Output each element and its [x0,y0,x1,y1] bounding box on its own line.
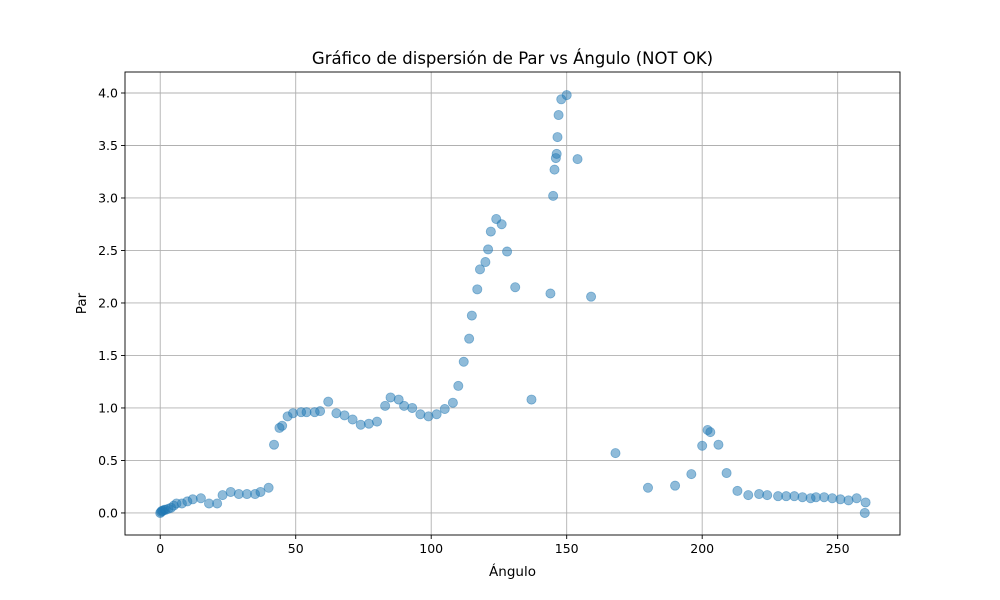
data-point [553,110,564,121]
x-tick-label: 50 [288,541,304,556]
data-point [697,440,708,451]
y-axis-label: Par [74,292,90,314]
data-point [827,493,838,504]
data-point [466,310,477,321]
data-point [572,154,583,165]
data-point [586,291,597,302]
data-point [851,493,862,504]
data-point [483,244,494,255]
data-point [610,448,621,459]
data-point [447,397,458,408]
y-tick-label: 0.5 [98,453,118,468]
data-point [480,257,491,268]
data-point [721,468,732,479]
data-point [485,226,496,237]
data-point [187,494,198,505]
data-point [225,486,236,497]
x-tick-label: 200 [690,541,714,556]
data-point [819,492,830,503]
data-point [458,356,469,367]
data-point [323,396,334,407]
data-point [288,408,299,419]
data-point [453,380,464,391]
data-point [363,418,374,429]
data-point [439,404,450,415]
data-point [743,490,754,501]
data-point [355,419,366,430]
data-point [545,288,556,299]
y-tick-label: 2.0 [98,295,118,310]
y-tick-label: 3.0 [98,190,118,205]
data-point [686,469,697,480]
x-tick-label: 150 [555,541,579,556]
x-tick-label: 0 [156,541,164,556]
data-point [835,494,846,505]
data-point [331,408,342,419]
data-point [549,164,560,175]
data-point [399,400,410,411]
y-tick-label: 0.0 [98,505,118,520]
x-tick-label: 100 [419,541,443,556]
data-point [762,490,773,501]
data-point [502,246,513,257]
data-point [789,491,800,502]
data-point [269,439,280,450]
ticks: 0 50 100 150 200 250 0.0 0.5 1.0 1.5 2.0 2.5 3.0 3.5 4… [98,85,850,556]
x-tick-label: 250 [826,541,850,556]
x-axis-label: Ángulo [489,563,536,580]
data-point [474,264,485,275]
grid [125,72,900,535]
data-point [277,420,288,431]
chart-title: Gráfico de dispersión de Par vs Ángulo (… [312,49,713,68]
data-point [860,497,871,508]
data-point [670,480,681,491]
y-tick-label: 1.0 [98,400,118,415]
data-point [843,495,854,506]
y-tick-label: 3.5 [98,138,118,153]
data-point [472,284,483,295]
data-point [315,406,326,417]
data-point [407,402,418,413]
data-point [510,282,521,293]
data-point [713,439,724,450]
data-point [372,416,383,427]
data-point [551,148,562,159]
data-point [195,493,206,504]
data-point [797,492,808,503]
data-point [464,333,475,344]
data-point [347,414,358,425]
data-point [754,489,765,500]
data-point [431,409,442,420]
data-point [642,482,653,493]
data-point [496,219,507,230]
data-points [155,90,871,518]
y-tick-label: 4.0 [98,85,118,100]
axes-frame [124,71,901,536]
data-point [339,410,350,421]
data-point [415,409,426,420]
y-tick-label: 2.5 [98,243,118,258]
data-point [263,482,274,493]
data-point [526,394,537,405]
data-point [380,400,391,411]
data-point [561,90,572,101]
data-point [548,190,559,201]
data-point [393,394,404,405]
data-point [212,498,223,509]
data-point [552,132,563,143]
data-point [255,486,266,497]
data-point [705,427,716,438]
data-point [385,392,396,403]
y-tick-label: 1.5 [98,348,118,363]
data-point [732,485,743,496]
data-point [859,507,870,518]
data-point [423,411,434,422]
